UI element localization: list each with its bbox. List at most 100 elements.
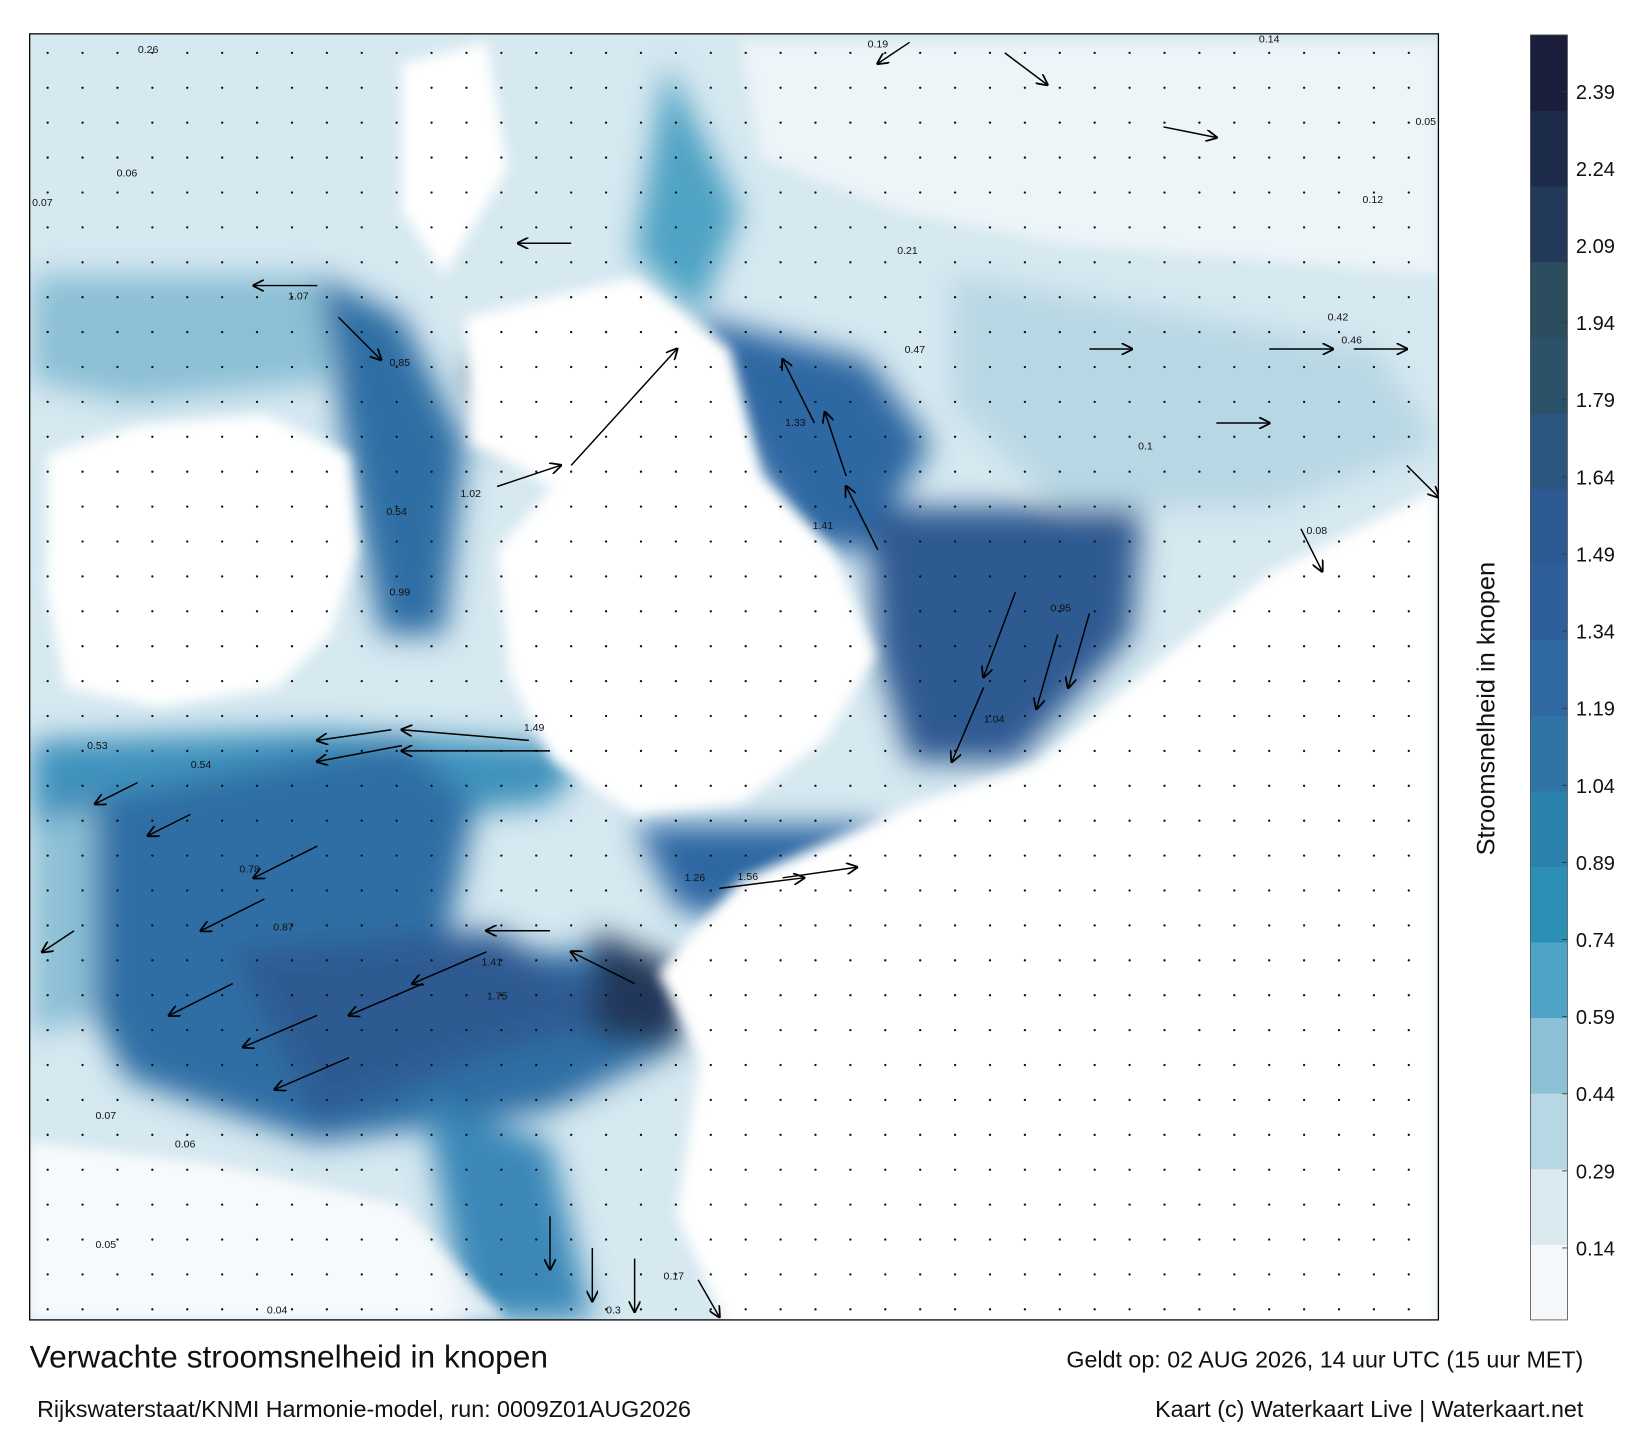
grid-dot — [1198, 1168, 1201, 1171]
grid-dot — [186, 889, 189, 892]
grid-dot — [988, 994, 992, 997]
grid-dot — [1233, 226, 1236, 229]
grid-dot — [1302, 156, 1306, 159]
grid-dot — [1302, 575, 1306, 578]
grid-dot — [639, 435, 643, 438]
grid-dot — [186, 365, 189, 369]
grid-dot — [465, 470, 468, 473]
grid-dot — [884, 51, 887, 55]
grid-dot — [1337, 1238, 1341, 1241]
grid-dot — [1233, 714, 1236, 718]
grid-dot — [1058, 819, 1061, 822]
grid-dot — [465, 191, 468, 194]
grid-dot — [290, 784, 294, 787]
grid-dot — [1023, 1028, 1027, 1032]
grid-dot — [1372, 784, 1376, 787]
grid-dot — [1023, 1098, 1027, 1102]
grid-dot — [430, 854, 433, 857]
grid-dot — [814, 191, 817, 194]
grid-dot — [674, 994, 678, 997]
grid-dot — [255, 749, 259, 753]
grid-dot — [1268, 1098, 1271, 1102]
grid-dot — [1023, 121, 1027, 124]
grid-dot — [1163, 959, 1166, 962]
grid-dot — [849, 400, 852, 404]
grid-dot — [884, 261, 887, 264]
grid-dot — [1372, 505, 1376, 508]
grid-dot — [1372, 714, 1376, 718]
grid-dot — [325, 679, 329, 683]
grid-dot — [1093, 889, 1096, 892]
grid-dot — [81, 51, 84, 55]
grid-dot — [1128, 435, 1131, 438]
grid-dot — [325, 226, 329, 229]
grid-dot — [1233, 784, 1236, 787]
grid-dot — [81, 1098, 84, 1102]
grid-dot — [1093, 819, 1096, 822]
grid-dot — [1023, 959, 1027, 962]
grid-dot — [151, 1098, 154, 1102]
grid-dot — [360, 435, 363, 438]
grid-dot — [395, 296, 398, 299]
grid-dot — [46, 435, 49, 438]
grid-dot — [953, 1308, 957, 1311]
grid-dot — [46, 86, 49, 89]
grid-dot — [220, 1063, 224, 1067]
grid-dot — [570, 51, 573, 55]
grid-dot — [1023, 261, 1027, 264]
grid-dot — [1128, 191, 1131, 194]
grid-dot — [1093, 645, 1096, 648]
grid-dot — [1128, 1273, 1131, 1276]
grid-dot — [1302, 365, 1306, 369]
grid-dot — [1198, 924, 1201, 927]
grid-dot — [988, 330, 992, 334]
grid-dot — [884, 610, 887, 613]
grid-dot — [884, 505, 887, 508]
grid-dot — [639, 400, 643, 404]
grid-dot — [395, 1133, 398, 1136]
grid-dot — [1093, 296, 1096, 299]
grid-dot — [744, 365, 747, 369]
grid-dot — [290, 1133, 294, 1136]
grid-dot — [1233, 1063, 1236, 1067]
grid-dot — [151, 121, 154, 124]
grid-dot — [1372, 435, 1376, 438]
grid-dot — [360, 261, 363, 264]
grid-dot — [151, 959, 154, 962]
grid-dot — [604, 1273, 608, 1276]
grid-dot — [290, 1273, 294, 1276]
grid-dot — [360, 889, 363, 892]
grid-dot — [884, 1098, 887, 1102]
grid-dot — [1163, 994, 1166, 997]
grid-dot — [814, 924, 817, 927]
grid-dot — [1268, 86, 1271, 89]
grid-dot — [709, 1028, 712, 1032]
grid-dot — [1337, 86, 1341, 89]
speed-label: 0.54 — [386, 506, 407, 518]
grid-dot — [1268, 296, 1271, 299]
grid-dot — [116, 1133, 119, 1136]
grid-dot — [1163, 819, 1166, 822]
grid-dot — [709, 645, 712, 648]
grid-dot — [570, 121, 573, 124]
grid-dot — [674, 645, 678, 648]
grid-dot — [919, 1273, 922, 1276]
grid-dot — [500, 330, 503, 334]
grid-dot — [220, 330, 224, 334]
grid-dot — [639, 575, 643, 578]
grid-dot — [849, 1098, 852, 1102]
grid-dot — [814, 1028, 817, 1032]
grid-dot — [919, 1028, 922, 1032]
grid-dot — [1302, 1098, 1306, 1102]
grid-dot — [988, 1028, 992, 1032]
grid-dot — [570, 714, 573, 718]
grid-dot — [779, 1308, 782, 1311]
grid-dot — [1023, 51, 1027, 55]
grid-dot — [1058, 191, 1061, 194]
grid-dot — [465, 226, 468, 229]
grid-dot — [395, 435, 398, 438]
grid-dot — [1372, 924, 1376, 927]
grid-dot — [1023, 540, 1027, 543]
grid-dot — [430, 330, 433, 334]
